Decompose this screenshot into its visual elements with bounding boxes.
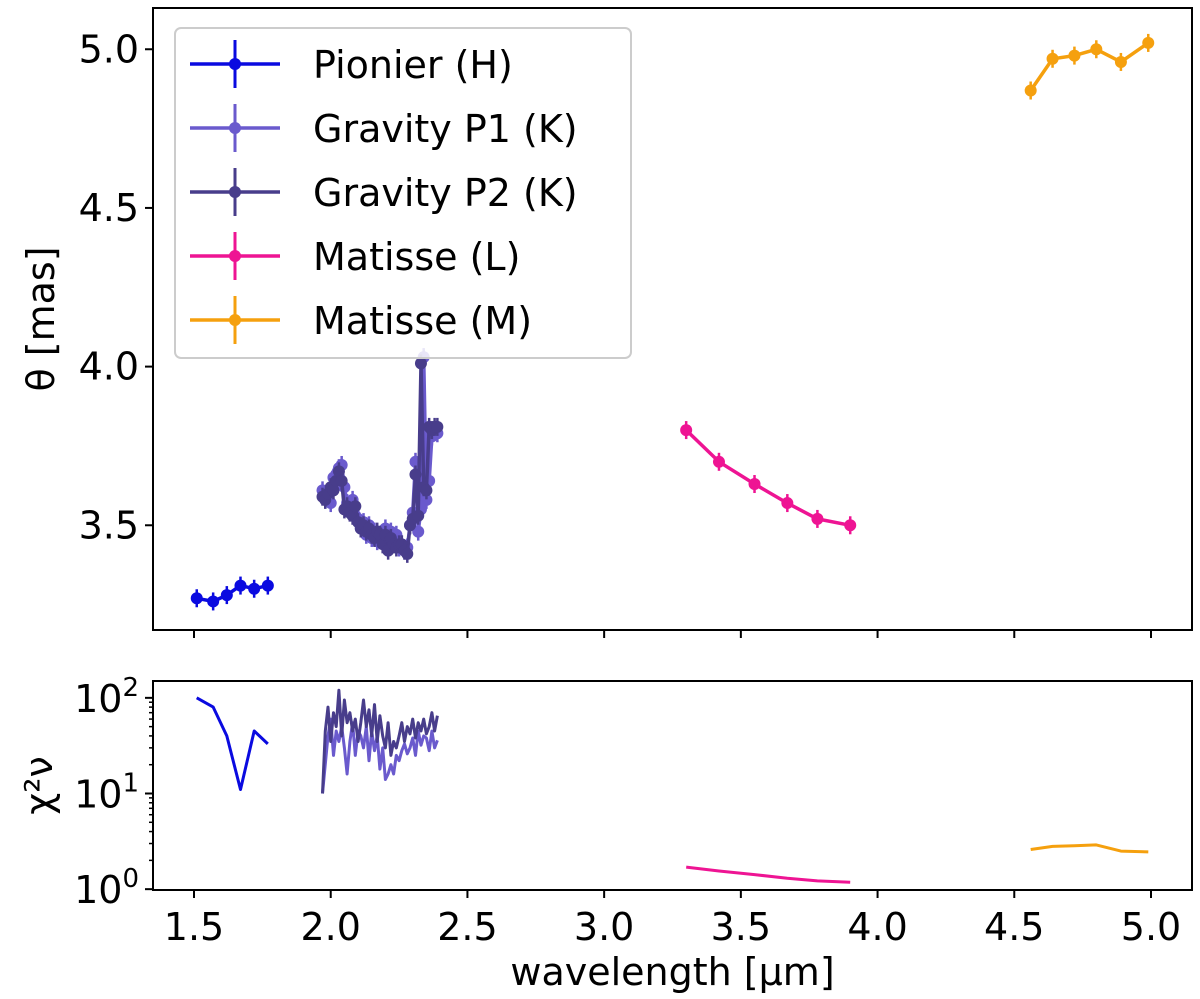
top-data-point bbox=[349, 500, 362, 513]
legend-box bbox=[174, 27, 632, 359]
legend-label: Gravity P1 (K) bbox=[313, 107, 578, 151]
bottom-x-tick-label: 3.5 bbox=[711, 905, 771, 949]
bottom-axes-frame bbox=[152, 680, 1193, 891]
bottom-x-tick-label: 5.0 bbox=[1121, 905, 1181, 949]
bottom-y-tick-label: 100 bbox=[74, 864, 139, 912]
legend-label: Matisse (M) bbox=[313, 299, 532, 343]
top-data-point bbox=[844, 519, 857, 532]
top-ticks: 3.5 4.0 4.5 5.0 bbox=[79, 27, 1152, 638]
top-data-point bbox=[248, 582, 261, 595]
legend-marker bbox=[229, 250, 241, 262]
top-data-point bbox=[207, 595, 220, 608]
bottom-x-tick-label: 2.5 bbox=[437, 905, 497, 949]
legend-marker bbox=[229, 186, 241, 198]
legend-label: Gravity P2 (K) bbox=[313, 171, 578, 215]
top-data-point bbox=[1090, 43, 1103, 56]
bottom-y-tick-label: 101 bbox=[74, 769, 139, 817]
top-data-point bbox=[190, 592, 203, 605]
top-series-line-3 bbox=[684, 428, 851, 528]
top-data-point bbox=[412, 525, 425, 538]
top-series-layer bbox=[190, 33, 1155, 611]
top-y-tick-label: 4.0 bbox=[79, 345, 139, 389]
top-data-point bbox=[712, 455, 725, 468]
top-data-point bbox=[1046, 52, 1059, 65]
legend-marker bbox=[229, 58, 241, 70]
top-data-point bbox=[431, 420, 444, 433]
top-y-axis-label: θ [mas] bbox=[19, 246, 63, 391]
bottom-series-layer bbox=[195, 688, 1149, 884]
top-y-tick-label: 4.5 bbox=[79, 186, 139, 230]
legend: Pionier (H) Gravity P1 (K) Gravity P2 (K) M… bbox=[174, 27, 632, 359]
bottom-x-tick-label: 2.0 bbox=[301, 905, 361, 949]
top-data-point bbox=[1114, 55, 1127, 68]
top-data-point bbox=[748, 478, 761, 491]
top-panel: 3.5 4.0 4.5 5.0 θ [mas] Pionier (H) Gravity … bbox=[19, 7, 1193, 638]
top-series-line-4 bbox=[1029, 41, 1150, 92]
bottom-ticks: 1.5 2.0 2.5 3.0 3.5 4.0 4.5 5.0 100 101 102 bbox=[74, 673, 1181, 949]
legend-marker bbox=[229, 314, 241, 326]
top-axes-frame bbox=[152, 7, 1193, 631]
legend-marker bbox=[229, 122, 241, 134]
bottom-y-axis-label: χ²ν bbox=[17, 756, 61, 814]
top-data-point bbox=[680, 424, 693, 437]
top-data-point bbox=[811, 512, 824, 525]
top-data-point bbox=[1142, 36, 1155, 49]
bottom-x-tick-label: 1.5 bbox=[164, 905, 224, 949]
top-data-point bbox=[1024, 84, 1037, 97]
top-data-point bbox=[420, 493, 433, 506]
x-axis-label: wavelength [μm] bbox=[510, 950, 834, 994]
bottom-series-line-2 bbox=[321, 688, 439, 794]
legend-label: Pionier (H) bbox=[313, 43, 513, 87]
bottom-series-line-1 bbox=[321, 717, 439, 794]
bottom-series-line-3 bbox=[686, 865, 851, 884]
bottom-x-tick-label: 3.0 bbox=[574, 905, 634, 949]
bottom-x-tick-label: 4.0 bbox=[847, 905, 907, 949]
bottom-panel: 1.5 2.0 2.5 3.0 3.5 4.0 4.5 5.0 100 101 102 χ²ν wa… bbox=[17, 673, 1193, 994]
top-data-point bbox=[412, 509, 425, 522]
bottom-y-tick-label: 102 bbox=[74, 673, 139, 721]
top-data-point bbox=[781, 497, 794, 510]
bottom-series-line-4 bbox=[1030, 843, 1149, 854]
top-y-tick-label: 3.5 bbox=[79, 503, 139, 547]
top-data-point bbox=[409, 468, 422, 481]
top-data-point bbox=[220, 589, 233, 602]
top-data-point bbox=[261, 579, 274, 592]
top-y-tick-label: 5.0 bbox=[79, 27, 139, 71]
top-data-point bbox=[420, 484, 433, 497]
top-data-point bbox=[335, 474, 348, 487]
bottom-series-line-0 bbox=[195, 696, 269, 791]
top-data-point bbox=[414, 357, 427, 370]
legend-label: Matisse (L) bbox=[313, 235, 520, 279]
top-data-point bbox=[401, 547, 414, 560]
top-data-point bbox=[1068, 49, 1081, 62]
top-data-point bbox=[234, 579, 247, 592]
bottom-x-tick-label: 4.5 bbox=[984, 905, 1044, 949]
